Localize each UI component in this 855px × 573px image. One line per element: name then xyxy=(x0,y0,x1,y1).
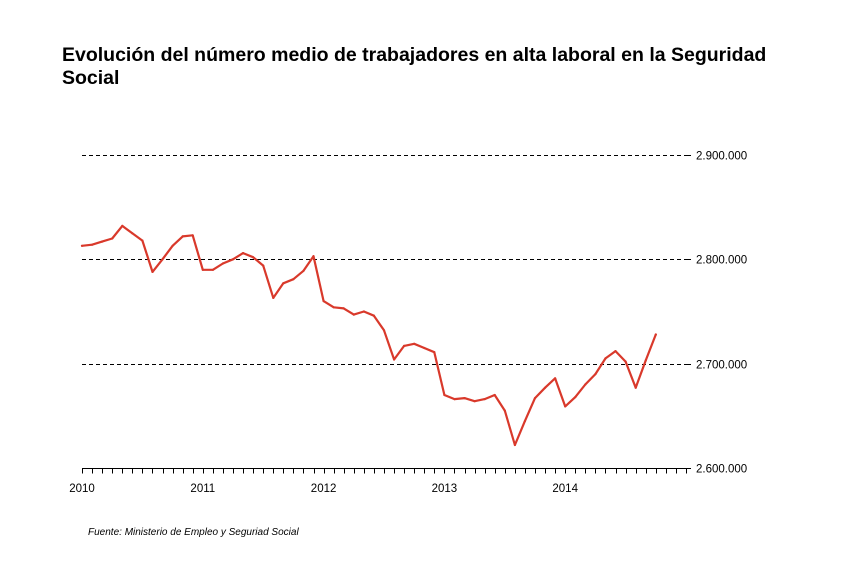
data-point xyxy=(372,314,375,317)
data-point xyxy=(403,344,406,347)
data-point xyxy=(443,393,446,397)
series xyxy=(80,224,657,447)
data-point xyxy=(423,346,426,350)
x-tick-label: 2011 xyxy=(190,483,215,495)
data-point xyxy=(151,270,154,273)
source-note: Fuente: Ministerio de Empleo y Seguriad … xyxy=(88,527,299,538)
data-point xyxy=(393,358,396,361)
data-point xyxy=(523,420,527,423)
data-point xyxy=(493,393,496,397)
data-point xyxy=(91,243,94,246)
data-point xyxy=(342,307,345,310)
data-point xyxy=(503,409,506,412)
x-tick-label: 2012 xyxy=(311,483,337,495)
data-point xyxy=(231,258,235,261)
data-point xyxy=(191,234,194,237)
data-point xyxy=(221,262,224,265)
data-point xyxy=(161,258,164,261)
data-point xyxy=(111,237,114,240)
data-point xyxy=(654,333,657,336)
data-point xyxy=(252,256,255,259)
data-point xyxy=(242,252,245,255)
y-tick-label: 2.700.000 xyxy=(696,360,747,372)
data-point xyxy=(80,244,84,247)
data-point xyxy=(101,240,104,243)
data-point xyxy=(141,239,144,242)
gridlines xyxy=(82,155,691,469)
data-point xyxy=(634,386,637,389)
data-point xyxy=(131,232,134,235)
data-point xyxy=(211,268,214,271)
data-point xyxy=(322,300,325,303)
data-point xyxy=(574,396,577,399)
x-tick-label: 2010 xyxy=(69,483,95,495)
data-point xyxy=(604,357,607,360)
x-tick-label: 2014 xyxy=(552,483,578,495)
data-point xyxy=(453,398,456,401)
y-tick-label: 2.800.000 xyxy=(696,255,747,267)
data-point xyxy=(181,235,184,238)
data-point xyxy=(272,296,275,299)
x-axis: 2010 2011 2012 2013 2014 xyxy=(69,468,687,495)
data-point xyxy=(533,397,537,400)
data-point xyxy=(312,255,315,258)
data-point xyxy=(463,397,466,400)
data-point xyxy=(554,377,557,380)
data-point xyxy=(171,244,174,247)
data-point xyxy=(483,398,486,401)
data-point xyxy=(332,306,335,309)
data-point xyxy=(513,443,517,447)
data-point xyxy=(121,224,124,227)
data-point xyxy=(544,386,547,389)
data-point xyxy=(473,400,476,403)
data-point xyxy=(292,278,295,281)
chart-title: Evolución del número medio de trabajador… xyxy=(62,44,767,89)
data-point xyxy=(584,383,587,386)
x-tick-label: 2013 xyxy=(432,483,458,495)
data-point xyxy=(201,268,204,271)
series-line xyxy=(80,224,657,447)
y-axis-tick-labels: 2.900.000 2.800.000 2.700.000 2.600.000 xyxy=(696,151,747,476)
data-point xyxy=(413,342,416,345)
y-tick-label: 2.600.000 xyxy=(696,464,747,476)
data-point xyxy=(352,313,355,316)
data-point xyxy=(624,360,627,363)
data-point xyxy=(614,350,617,353)
data-point xyxy=(362,310,365,313)
data-point xyxy=(644,359,647,362)
data-point xyxy=(564,405,567,408)
data-point xyxy=(433,351,436,354)
data-point xyxy=(262,264,265,267)
data-point xyxy=(282,282,285,285)
y-tick-label: 2.900.000 xyxy=(696,151,747,163)
data-point xyxy=(302,269,305,272)
data-point xyxy=(382,329,386,332)
data-point xyxy=(594,373,597,376)
